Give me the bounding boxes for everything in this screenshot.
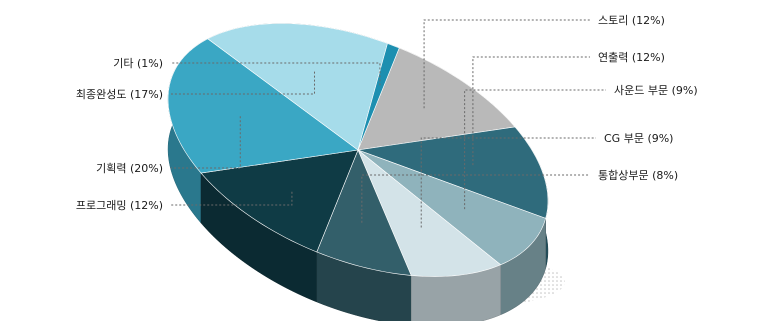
slice-label-4: 통합상부문 (8%)	[598, 169, 678, 182]
leader-line-6	[171, 116, 241, 169]
pie-slice-4	[316, 149, 412, 276]
slice-label-6: 기획력 (20%)	[96, 162, 163, 175]
leader-line-1	[472, 56, 590, 166]
slice-label-7: 최종완성도 (17%)	[76, 88, 163, 101]
leader-line-2	[464, 89, 606, 210]
leader-line-0	[423, 19, 590, 109]
slice-label-3: CG 부문 (9%)	[604, 132, 673, 145]
slice-label-5: 프로그래밍 (12%)	[76, 199, 163, 212]
pie-slice-0	[357, 47, 516, 151]
pie-slice-7	[207, 23, 388, 151]
pie-slice-3	[357, 149, 502, 277]
pie-top	[167, 23, 549, 277]
pie-slice-5	[200, 149, 359, 253]
pie-slice-6	[167, 38, 359, 174]
slice-label-8: 기타 (1%)	[113, 57, 163, 70]
pie-slice-1	[357, 126, 549, 219]
leader-line-3	[420, 137, 596, 228]
pie-slice-2	[357, 149, 547, 266]
slice-label-1: 연출력 (12%)	[598, 51, 665, 64]
slice-label-0: 스토리 (12%)	[598, 14, 665, 27]
leader-line-8	[171, 62, 381, 86]
leader-line-5	[171, 191, 293, 206]
pie-slice-8	[357, 43, 400, 151]
pie-labels: 스토리 (12%) 연출력 (12%) 사운드 부문 (9%) CG 부문 (9%) 통…	[76, 14, 698, 228]
slice-label-2: 사운드 부문 (9%)	[614, 84, 698, 97]
